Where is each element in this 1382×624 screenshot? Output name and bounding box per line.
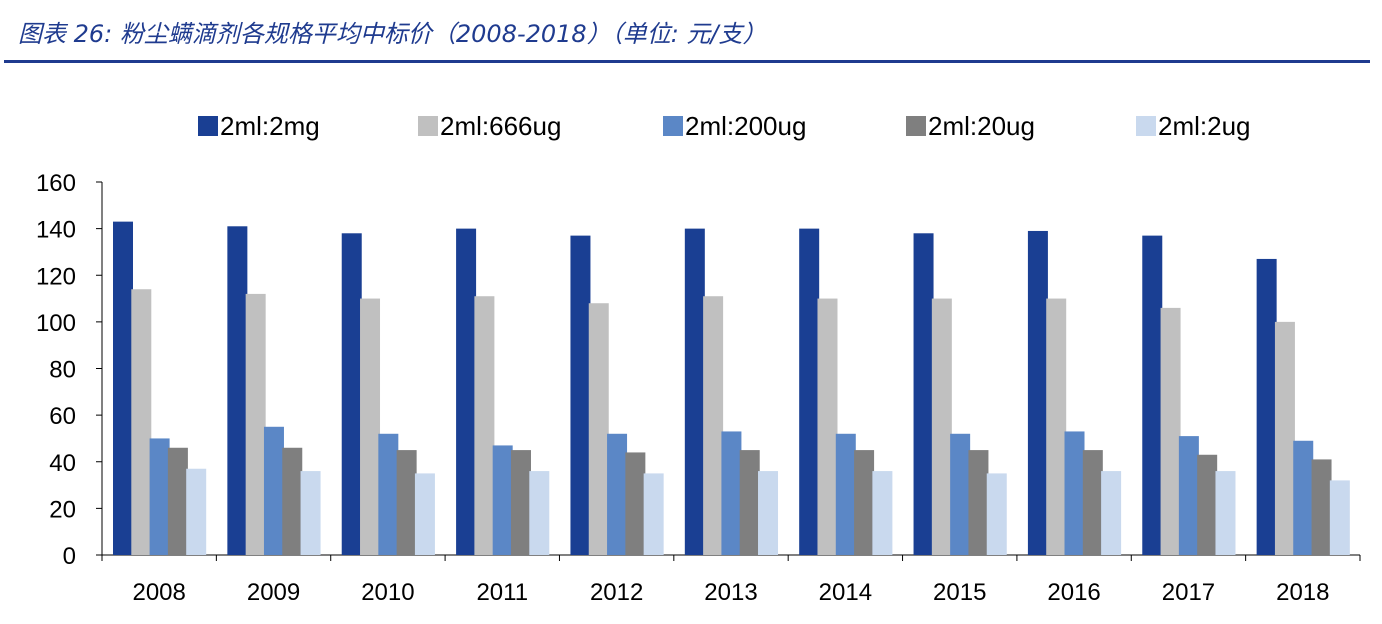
x-tick-label: 2016 bbox=[1047, 579, 1100, 606]
x-tick-label: 2017 bbox=[1162, 579, 1215, 606]
bar bbox=[570, 235, 591, 555]
x-tick-label: 2008 bbox=[132, 579, 185, 606]
x-tick-label: 2011 bbox=[476, 579, 528, 606]
chart-title: 图表 26: 粉尘螨滴剂各规格平均中标价（2008-2018）（单位: 元/支） bbox=[18, 20, 767, 48]
legend-swatch bbox=[418, 116, 438, 136]
bar bbox=[341, 233, 362, 555]
title-divider bbox=[4, 60, 1370, 63]
x-tick-label: 2009 bbox=[247, 579, 300, 606]
bar bbox=[986, 473, 1007, 555]
y-tick-label: 120 bbox=[36, 263, 76, 290]
bar bbox=[378, 433, 399, 555]
bar bbox=[1215, 471, 1236, 555]
bar bbox=[360, 298, 381, 555]
bar bbox=[835, 433, 856, 555]
legend-swatch bbox=[198, 116, 218, 136]
bar bbox=[1197, 454, 1218, 555]
bar bbox=[703, 296, 724, 555]
x-tick-label: 2018 bbox=[1276, 579, 1329, 606]
bar bbox=[186, 468, 207, 555]
x-tick-label: 2012 bbox=[590, 579, 643, 606]
legend-swatch bbox=[1136, 116, 1156, 136]
y-tick-label: 0 bbox=[63, 543, 76, 570]
bar bbox=[588, 303, 609, 555]
bar bbox=[227, 226, 248, 555]
bar bbox=[474, 296, 495, 555]
bar bbox=[607, 433, 628, 555]
bar bbox=[1160, 307, 1181, 555]
x-tick-label: 2014 bbox=[819, 579, 872, 606]
bar bbox=[950, 433, 971, 555]
bar bbox=[245, 293, 266, 555]
bar bbox=[721, 431, 742, 555]
y-tick-label: 100 bbox=[36, 310, 76, 337]
bar bbox=[1274, 321, 1295, 555]
y-tick-label: 60 bbox=[49, 403, 76, 430]
bar bbox=[263, 426, 284, 555]
bar bbox=[1178, 436, 1199, 555]
legend-swatch bbox=[906, 116, 926, 136]
x-tick-label: 2015 bbox=[933, 579, 986, 606]
legend-label: 2ml:2mg bbox=[220, 111, 320, 141]
bar bbox=[167, 447, 188, 555]
bar bbox=[1082, 450, 1103, 555]
bar bbox=[396, 450, 417, 555]
y-tick-label: 160 bbox=[36, 170, 76, 197]
bar bbox=[817, 298, 838, 555]
bar bbox=[739, 450, 760, 555]
y-tick-label: 140 bbox=[36, 217, 76, 244]
bar bbox=[131, 289, 152, 555]
legend-swatch bbox=[663, 116, 683, 136]
bar bbox=[1311, 459, 1332, 555]
bar bbox=[510, 450, 531, 555]
bar bbox=[1293, 440, 1314, 555]
bar bbox=[799, 228, 820, 555]
bar bbox=[1329, 480, 1350, 555]
bar bbox=[643, 473, 664, 555]
bar bbox=[414, 473, 435, 555]
bar bbox=[625, 452, 646, 555]
bar bbox=[1256, 258, 1277, 555]
bar bbox=[1027, 230, 1048, 556]
bar bbox=[684, 228, 705, 555]
y-tick-label: 20 bbox=[49, 496, 76, 523]
bar bbox=[1046, 298, 1067, 555]
legend-label: 2ml:2ug bbox=[1158, 111, 1251, 141]
bar bbox=[872, 471, 893, 555]
bar bbox=[913, 233, 934, 555]
bar bbox=[529, 471, 550, 555]
legend-label: 2ml:20ug bbox=[928, 111, 1035, 141]
bar bbox=[1101, 471, 1122, 555]
y-tick-label: 80 bbox=[49, 357, 76, 384]
bar bbox=[931, 298, 952, 555]
bar bbox=[282, 447, 303, 555]
bar bbox=[300, 471, 321, 555]
bar bbox=[854, 450, 875, 555]
bar bbox=[492, 445, 513, 555]
bar bbox=[1142, 235, 1163, 555]
bar bbox=[456, 228, 477, 555]
x-tick-label: 2010 bbox=[361, 579, 414, 606]
bar bbox=[113, 221, 133, 555]
bar bbox=[758, 471, 779, 555]
legend-label: 2ml:200ug bbox=[685, 111, 806, 141]
x-tick-label: 2013 bbox=[704, 579, 757, 606]
bar bbox=[149, 438, 170, 555]
y-tick-label: 40 bbox=[49, 450, 76, 477]
bar bbox=[968, 450, 989, 555]
bar bbox=[1064, 431, 1085, 555]
legend-label: 2ml:666ug bbox=[440, 111, 561, 141]
